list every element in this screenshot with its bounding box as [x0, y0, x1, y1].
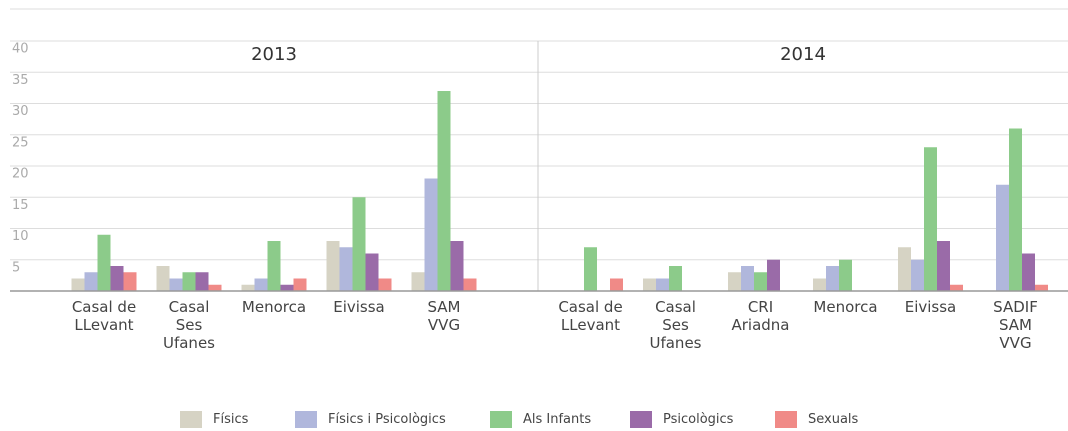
x-tick-label: Casal de LLevant [71, 298, 137, 334]
bar [254, 278, 268, 291]
x-tick-label: SADIF SAM VVG [993, 298, 1038, 352]
bar [656, 278, 669, 291]
x-tick-label: Casal Ses Ufanes [649, 298, 702, 352]
x-tick-label: Casal Ses Ufanes [162, 298, 215, 352]
bar [241, 284, 255, 291]
bar [450, 241, 464, 291]
legend-swatch [180, 411, 202, 428]
bar [1022, 253, 1035, 291]
bar [326, 241, 340, 291]
y-tick-label: 40 [12, 42, 29, 57]
bar [280, 284, 294, 291]
bar [71, 278, 85, 291]
bar [424, 178, 438, 291]
panel-title: 2014 [780, 44, 826, 65]
bar [937, 241, 950, 291]
bar [996, 184, 1009, 291]
legend-label: Sexuals [808, 412, 859, 427]
bar [97, 234, 111, 291]
bar [267, 241, 281, 291]
y-tick-label: 20 [12, 167, 29, 182]
bar [293, 278, 307, 291]
legend-label: Als Infants [523, 412, 592, 427]
bar [584, 247, 597, 291]
bar [911, 259, 924, 291]
bar [1035, 284, 1048, 291]
bar [839, 259, 852, 291]
bar [411, 272, 425, 291]
legend-label: Físics i Psicològics [328, 412, 446, 427]
legend-swatch [295, 411, 317, 428]
bar [352, 197, 366, 291]
y-tick-label: 5 [12, 260, 20, 275]
x-tick-label: Eivissa [904, 298, 957, 316]
y-tick-label: 30 [12, 104, 29, 119]
bar [463, 278, 477, 291]
x-tick-label: CRI Ariadna [731, 298, 790, 334]
legend-swatch [630, 411, 652, 428]
bar [898, 247, 911, 291]
bar [643, 278, 656, 291]
bar [378, 278, 392, 291]
bar [950, 284, 963, 291]
bar [754, 272, 767, 291]
legend-swatch [775, 411, 797, 428]
bar [826, 266, 839, 291]
bar [728, 272, 741, 291]
x-tick-label: SAM VVG [427, 298, 461, 334]
bar [767, 259, 780, 291]
bar [924, 147, 937, 291]
bar [208, 284, 222, 291]
bar [610, 278, 623, 291]
bar [813, 278, 826, 291]
bar [437, 91, 451, 291]
x-tick-label: Casal de LLevant [558, 298, 623, 334]
bar [669, 266, 682, 291]
bar [169, 278, 183, 291]
y-tick-label: 35 [12, 73, 29, 88]
bar [84, 272, 98, 291]
bar [1009, 128, 1022, 291]
bar [123, 272, 137, 291]
x-tick-label: Menorca [241, 298, 307, 316]
y-tick-label: 15 [12, 198, 29, 213]
bar [741, 266, 754, 291]
x-tick-label: Menorca [813, 298, 878, 316]
panel-title: 2013 [251, 44, 297, 65]
legend-swatch [490, 411, 512, 428]
legend-label: Físics [213, 412, 249, 427]
legend-label: Psicològics [663, 412, 734, 427]
bar [156, 266, 170, 291]
bar [339, 247, 353, 291]
x-tick-label: Eivissa [333, 298, 385, 316]
y-tick-label: 10 [12, 229, 29, 244]
bar [365, 253, 379, 291]
bar [110, 266, 124, 291]
bar [182, 272, 196, 291]
bar [195, 272, 209, 291]
y-tick-label: 25 [12, 135, 29, 150]
